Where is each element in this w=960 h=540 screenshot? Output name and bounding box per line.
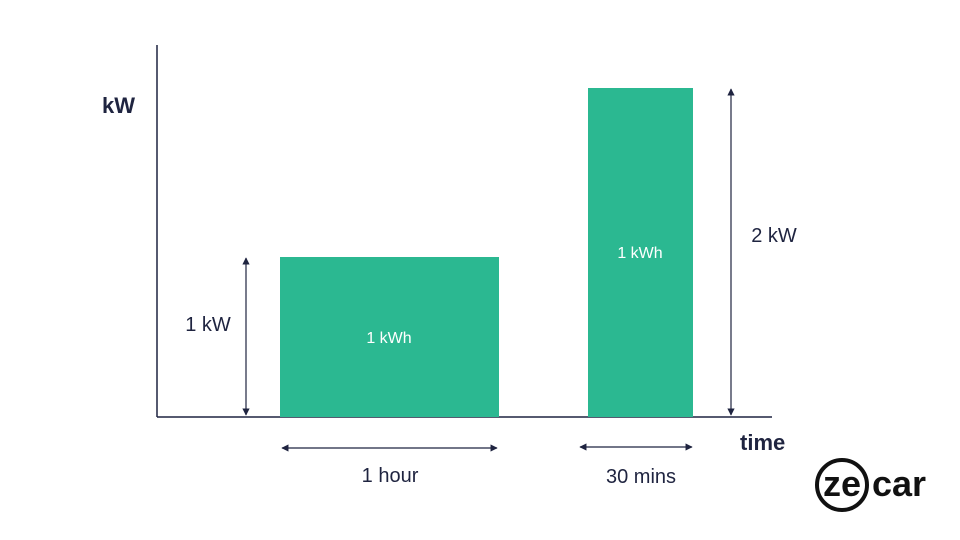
- bar-1-energy-label: 1 kWh: [366, 330, 411, 347]
- bar-2-energy-label: 1 kWh: [617, 245, 662, 262]
- logo-circle-icon: [815, 458, 869, 512]
- bar-2-duration-label: 30 mins: [606, 466, 676, 488]
- bar-2-power-label: 2 kW: [751, 225, 797, 247]
- bar-1-duration-label: 1 hour: [362, 465, 419, 487]
- bar-1: [280, 257, 499, 417]
- zecar-logo: ze car: [815, 458, 926, 512]
- y-axis-title: kW: [102, 93, 135, 118]
- x-axis-title: time: [740, 430, 785, 455]
- bar-1-power-label: 1 kW: [185, 314, 231, 336]
- logo-car-text: car: [872, 463, 926, 504]
- bar-2: [588, 88, 693, 417]
- logo-ze-text: ze: [823, 463, 861, 504]
